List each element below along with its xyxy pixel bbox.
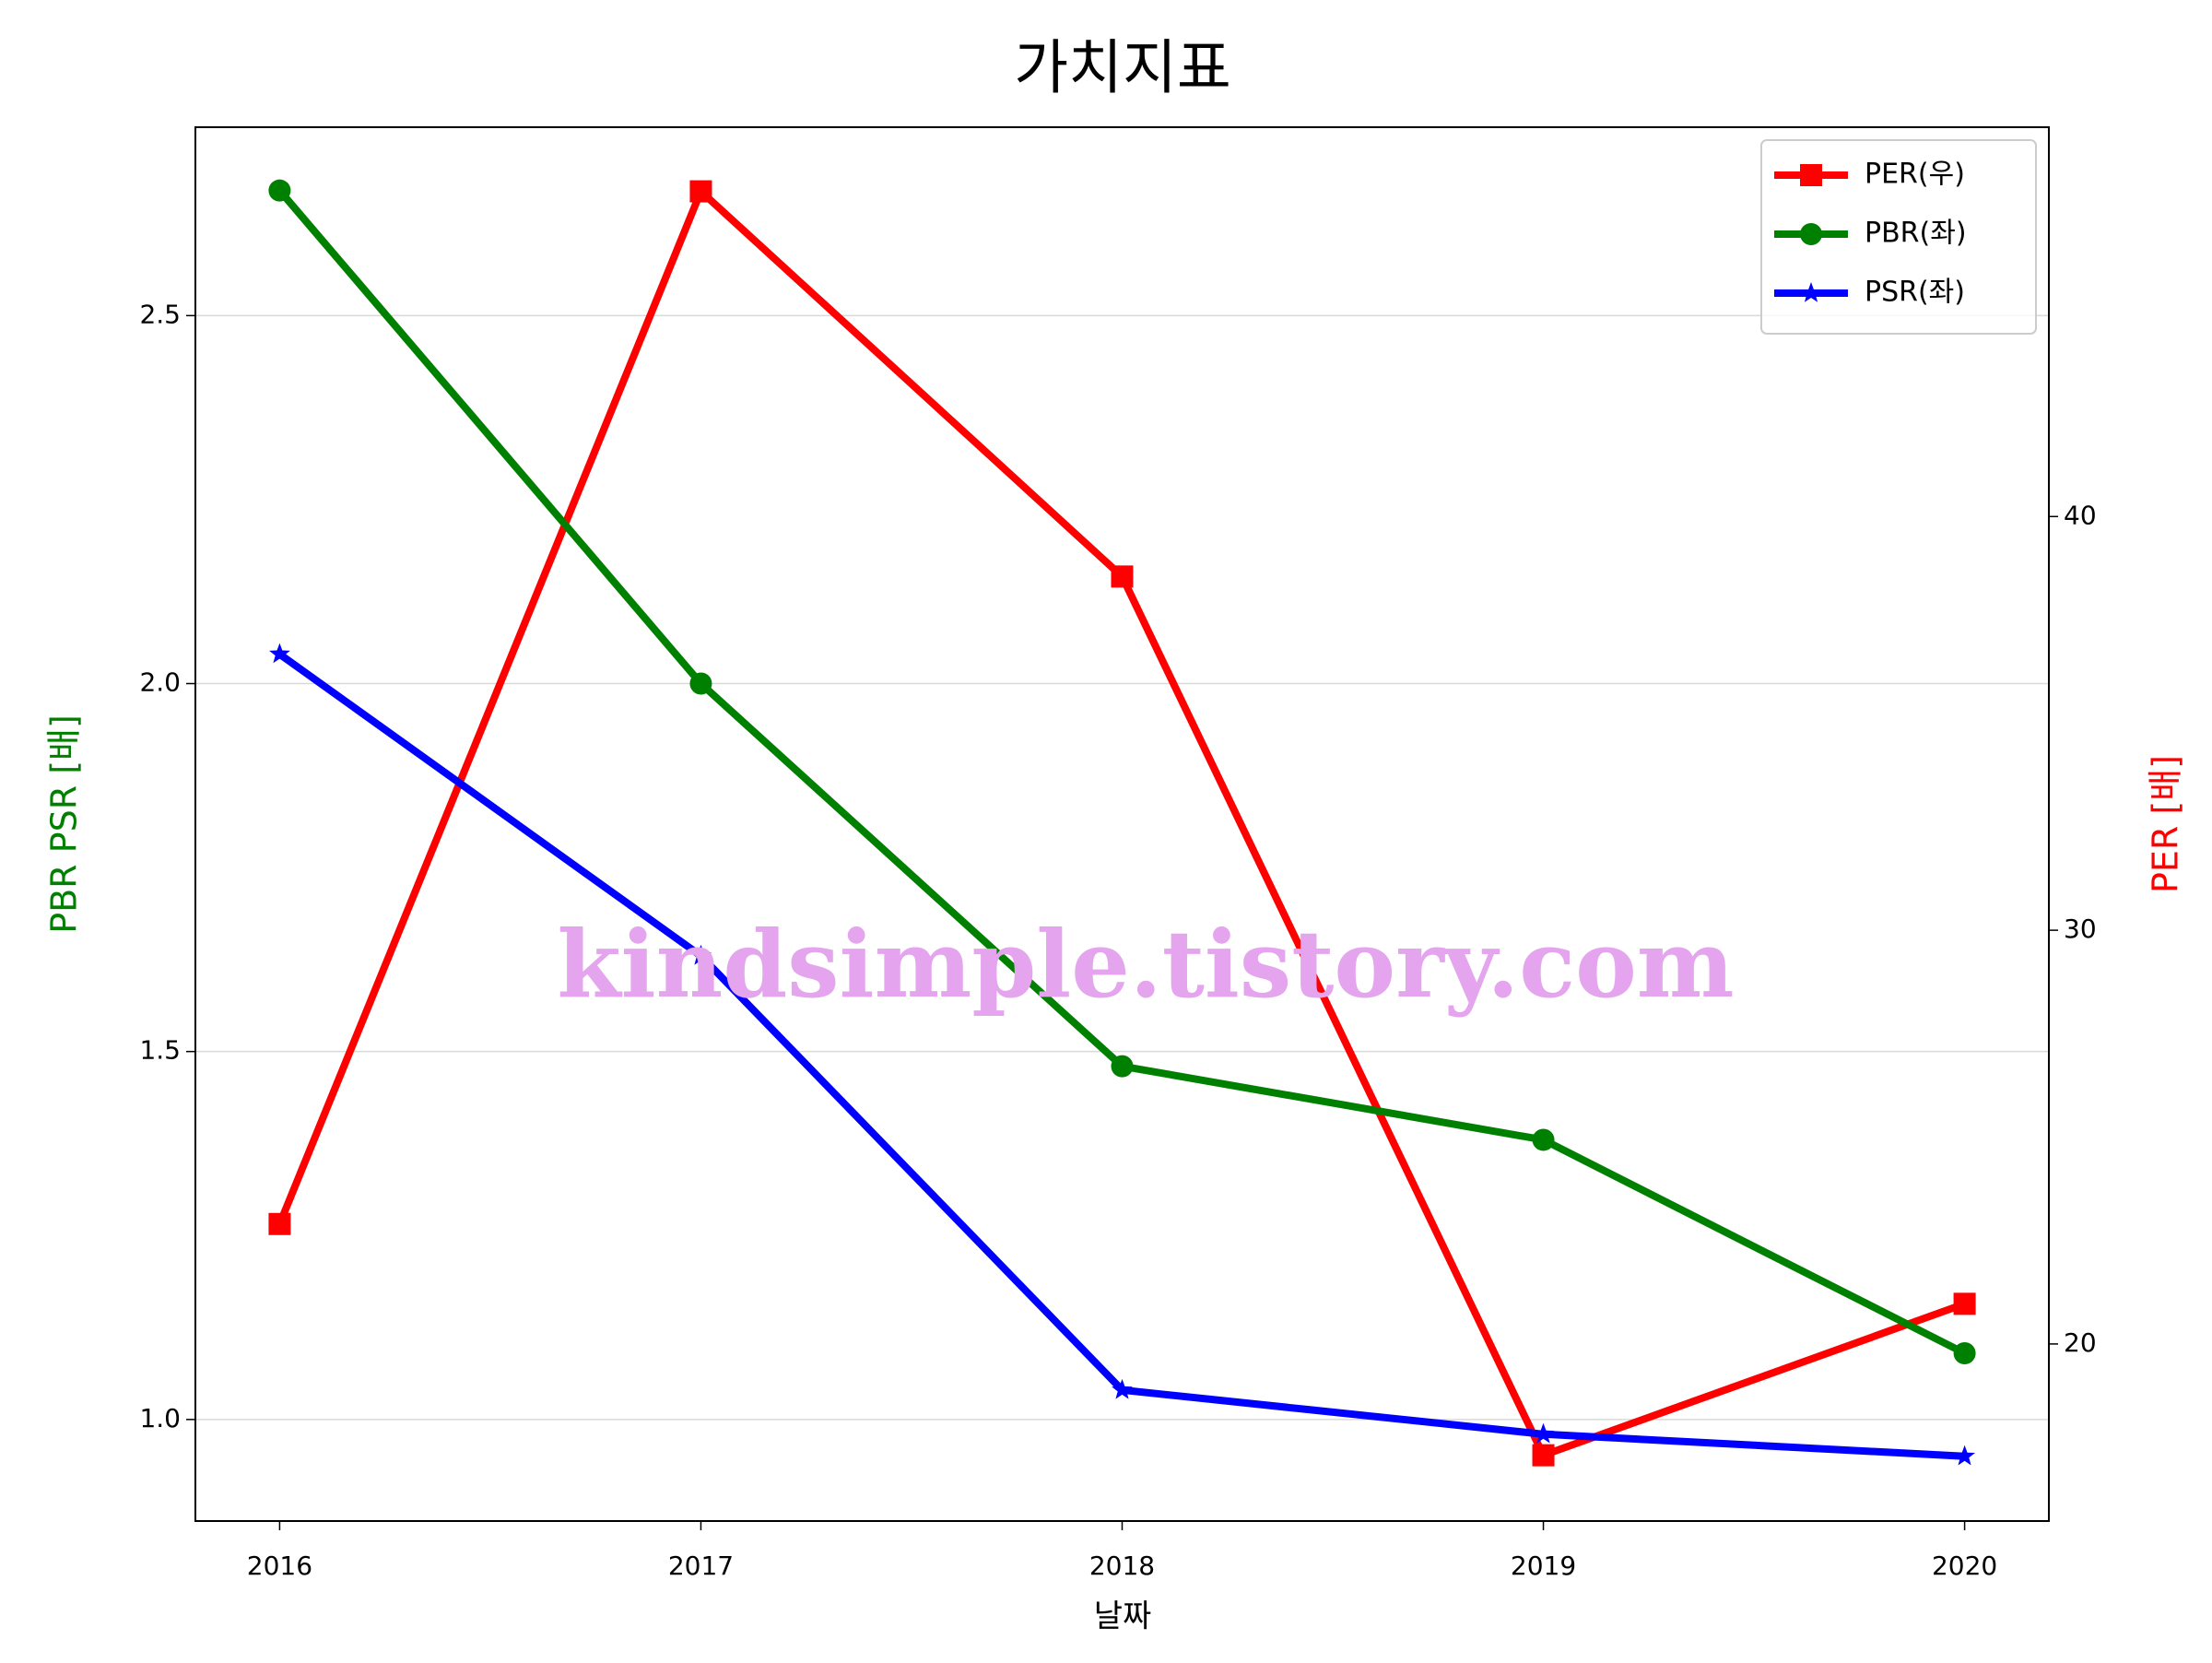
data-point	[1532, 1128, 1555, 1151]
plot-frame	[194, 126, 2050, 1522]
x-tick-label: 2018	[1089, 1551, 1155, 1581]
data-point	[1111, 565, 1134, 588]
y-tick-label: 2.5	[139, 299, 181, 329]
data-point	[268, 1212, 291, 1235]
watermark: kindsimple.tistory.com	[557, 910, 1734, 1019]
legend-label: PSR(좌)	[1865, 277, 1965, 309]
x-tick-label: 2016	[247, 1551, 312, 1581]
legend-label: PER(우)	[1865, 159, 1965, 191]
data-point	[1533, 1422, 1554, 1444]
chart-title: 가치지표	[1014, 35, 1231, 103]
data-point	[1954, 1445, 1975, 1466]
data-point	[269, 643, 290, 664]
y2-tick-label: 20	[2064, 1327, 2097, 1358]
legend-marker	[1800, 223, 1822, 245]
y-tick-label: 1.5	[139, 1035, 181, 1066]
series-line	[276, 187, 1966, 1459]
x-tick-label: 2019	[1511, 1551, 1576, 1581]
data-point	[268, 179, 291, 202]
y2-tick-label: 30	[2064, 914, 2097, 944]
data-point	[1112, 1378, 1133, 1399]
data-point	[689, 180, 712, 203]
legend-label: PBR(좌)	[1865, 218, 1967, 250]
data-point	[1532, 1444, 1555, 1467]
x-axis-label: 날짜	[1094, 1598, 1152, 1635]
data-point	[1953, 1292, 1976, 1315]
y2-tick-label: 40	[2064, 500, 2097, 530]
x-tick-label: 2020	[1932, 1551, 1997, 1581]
legend-marker	[1800, 282, 1822, 302]
data-point	[690, 944, 712, 965]
y-axis-label: PBR PSR [배]	[44, 714, 85, 934]
series-line	[276, 188, 1967, 1357]
y-tick-label: 1.0	[139, 1403, 181, 1433]
y2-axis-label: PER [배]	[2146, 755, 2186, 893]
x-tick-label: 2017	[668, 1551, 734, 1581]
data-point	[1953, 1341, 1976, 1364]
legend-marker	[1800, 164, 1822, 186]
legend-box	[1760, 139, 2037, 335]
y-tick-label: 2.0	[139, 667, 181, 698]
data-point	[689, 672, 712, 695]
data-point	[1111, 1055, 1134, 1078]
